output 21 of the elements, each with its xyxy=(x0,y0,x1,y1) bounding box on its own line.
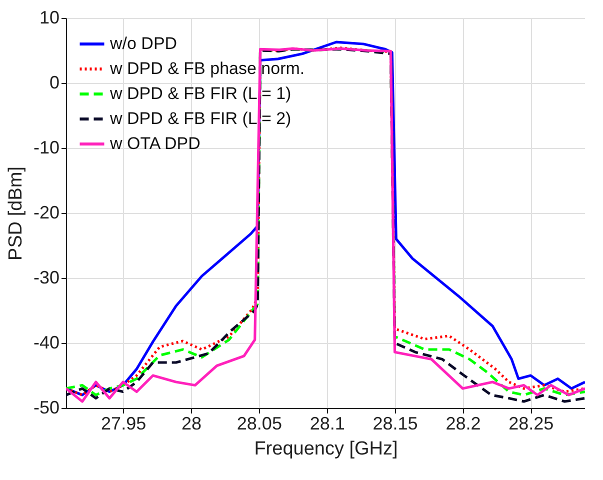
y-tick-label: 0 xyxy=(49,72,60,92)
x-tick-label: 28.1 xyxy=(310,414,345,434)
legend-label: w DPD & FB FIR (L = 1) xyxy=(109,84,292,103)
x-tick-label: 28.25 xyxy=(508,414,554,434)
x-tick-label: 27.95 xyxy=(101,414,146,434)
y-tick-label: -40 xyxy=(33,332,60,352)
x-tick-label: 28 xyxy=(181,414,202,434)
x-tick-label: 28.05 xyxy=(236,414,282,434)
y-tick-label: 10 xyxy=(39,8,60,28)
legend-label: w DPD & FB phase norm. xyxy=(109,59,305,78)
x-tick-label: 28.15 xyxy=(372,414,418,434)
x-tick-label: 28.2 xyxy=(446,414,481,434)
y-tick-label: -10 xyxy=(33,138,60,158)
y-tick-label: -30 xyxy=(33,268,60,288)
legend-label: w DPD & FB FIR (L = 2) xyxy=(109,109,292,128)
y-tick-label: -50 xyxy=(33,398,60,418)
legend-label: w/o DPD xyxy=(109,34,178,53)
x-axis-title: Frequency [GHz] xyxy=(254,438,398,460)
y-axis-title: PSD [dBm] xyxy=(5,166,26,260)
y-tick-label: -20 xyxy=(33,202,60,222)
legend-label: w OTA DPD xyxy=(109,134,200,153)
